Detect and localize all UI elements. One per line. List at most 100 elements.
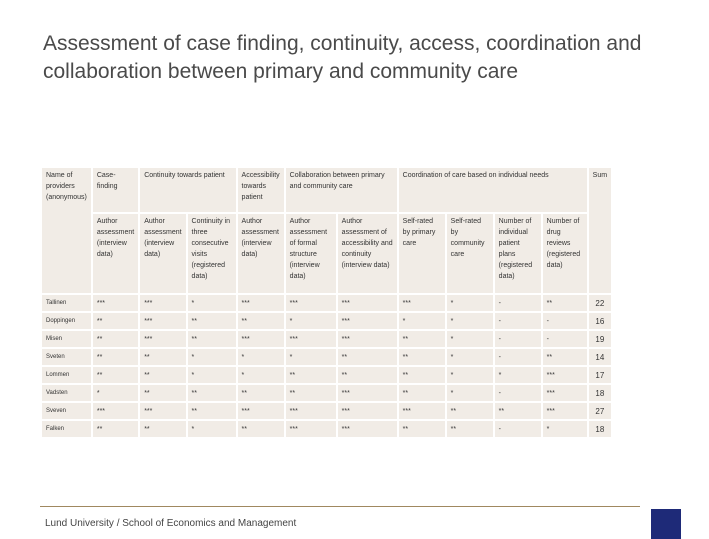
sum-cell: 18 xyxy=(588,385,612,401)
rating-cell: ** xyxy=(285,367,336,383)
table-row: Lommen ** ** * * ** ** ** * * *** 17 xyxy=(42,367,612,383)
rating-cell: *** xyxy=(542,385,587,401)
header-continuity: Continuity towards patient xyxy=(140,168,236,212)
rating-cell: * xyxy=(285,349,336,365)
rating-cell: * xyxy=(187,349,236,365)
header-row-methods: Author assessment (interview data) Autho… xyxy=(42,214,611,293)
rating-cell: ** xyxy=(237,313,284,329)
table-row: Sveven *** *** ** *** *** *** *** ** ** … xyxy=(42,403,612,419)
rating-cell: *** xyxy=(337,295,397,311)
rating-cell: * xyxy=(446,313,493,329)
rating-cell: *** xyxy=(337,403,397,419)
rating-cell: *** xyxy=(140,295,186,311)
provider-name: Vadsten xyxy=(42,385,91,401)
rating-cell: ** xyxy=(446,403,493,419)
subheader-cell: Author assessment (interview data) xyxy=(140,214,186,293)
rating-cell: * xyxy=(237,349,284,365)
rating-cell: ** xyxy=(140,367,186,383)
rating-cell: *** xyxy=(398,403,445,419)
rating-cell: - xyxy=(494,331,541,347)
rating-cell: *** xyxy=(285,403,336,419)
sum-cell: 14 xyxy=(588,349,612,365)
rating-cell: ** xyxy=(446,421,493,437)
rating-cell: *** xyxy=(140,313,186,329)
rating-cell: ** xyxy=(337,367,397,383)
rating-cell: *** xyxy=(398,295,445,311)
assessment-table-container: Name of providers (anonymous) Case-findi… xyxy=(40,166,613,439)
rating-cell: - xyxy=(494,313,541,329)
rating-cell: * xyxy=(542,421,587,437)
subheader-cell: Author assessment (interview data) xyxy=(237,214,284,293)
rating-cell: ** xyxy=(398,421,445,437)
rating-cell: * xyxy=(187,421,236,437)
table-row: Tallinen *** *** * *** *** *** *** * - *… xyxy=(42,295,612,311)
slide-title: Assessment of case finding, continuity, … xyxy=(43,32,642,83)
rating-cell: * xyxy=(237,367,284,383)
header-sum: Sum xyxy=(588,168,612,293)
rating-cell: *** xyxy=(337,385,397,401)
rating-cell: ** xyxy=(187,385,236,401)
subheader-cell: Number of drug reviews (registered data) xyxy=(542,214,587,293)
rating-cell: *** xyxy=(285,331,336,347)
footer-divider xyxy=(40,506,640,507)
rating-cell: *** xyxy=(337,421,397,437)
rating-cell: ** xyxy=(398,385,445,401)
header-casefinding: Case-finding xyxy=(92,168,139,212)
rating-cell: *** xyxy=(92,403,139,419)
subheader-cell: Continuity in three consecutive visits (… xyxy=(187,214,236,293)
subheader-cell: Number of individual patient plans (regi… xyxy=(494,214,541,293)
subheader-cell: Self-rated by community care xyxy=(446,214,493,293)
rating-cell: * xyxy=(446,349,493,365)
subheader-cell: Author assessment of formal structure (i… xyxy=(285,214,336,293)
rating-cell: ** xyxy=(92,349,139,365)
rating-cell: *** xyxy=(237,403,284,419)
table-row: Sveten ** ** * * * ** ** * - ** 14 xyxy=(42,349,612,365)
rating-cell: ** xyxy=(92,421,139,437)
rating-cell: ** xyxy=(542,349,587,365)
rating-cell: *** xyxy=(140,403,186,419)
rating-cell: ** xyxy=(398,367,445,383)
rating-cell: * xyxy=(446,331,493,347)
rating-cell: ** xyxy=(140,421,186,437)
subheader-cell: Self-rated by primary care xyxy=(398,214,445,293)
rating-cell: ** xyxy=(542,295,587,311)
sum-cell: 19 xyxy=(588,331,612,347)
rating-cell: * xyxy=(398,313,445,329)
rating-cell: - xyxy=(494,421,541,437)
provider-name: Falken xyxy=(42,421,91,437)
rating-cell: *** xyxy=(237,295,284,311)
header-collaboration: Collaboration between primary and commun… xyxy=(285,168,397,212)
rating-cell: *** xyxy=(542,367,587,383)
header-provider: Name of providers (anonymous) xyxy=(42,168,91,293)
footer-text: Lund University / School of Economics an… xyxy=(45,518,297,529)
provider-name: Misen xyxy=(42,331,91,347)
rating-cell: * xyxy=(187,295,236,311)
rating-cell: ** xyxy=(237,385,284,401)
header-accessibility: Accessibility towards patient xyxy=(237,168,284,212)
rating-cell: * xyxy=(446,385,493,401)
rating-cell: ** xyxy=(140,349,186,365)
provider-name: Sveven xyxy=(42,403,91,419)
rating-cell: * xyxy=(494,367,541,383)
university-logo-block xyxy=(651,509,681,539)
rating-cell: *** xyxy=(337,313,397,329)
rating-cell: *** xyxy=(237,331,284,347)
rating-cell: ** xyxy=(187,403,236,419)
sum-cell: 17 xyxy=(588,367,612,383)
rating-cell: ** xyxy=(398,331,445,347)
rating-cell: * xyxy=(187,367,236,383)
header-coordination: Coordination of care based on individual… xyxy=(398,168,587,212)
provider-name: Sveten xyxy=(42,349,91,365)
rating-cell: ** xyxy=(187,313,236,329)
subheader-cell: Author assessment of accessibility and c… xyxy=(337,214,397,293)
subheader-cell: Author assessment (interview data) xyxy=(92,214,139,293)
rating-cell: *** xyxy=(92,295,139,311)
table-row: Misen ** *** ** *** *** *** ** * - - 19 xyxy=(42,331,612,347)
sum-cell: 22 xyxy=(588,295,612,311)
rating-cell: ** xyxy=(140,385,186,401)
rating-cell: ** xyxy=(237,421,284,437)
rating-cell: *** xyxy=(140,331,186,347)
rating-cell: * xyxy=(446,295,493,311)
rating-cell: ** xyxy=(398,349,445,365)
rating-cell: * xyxy=(92,385,139,401)
